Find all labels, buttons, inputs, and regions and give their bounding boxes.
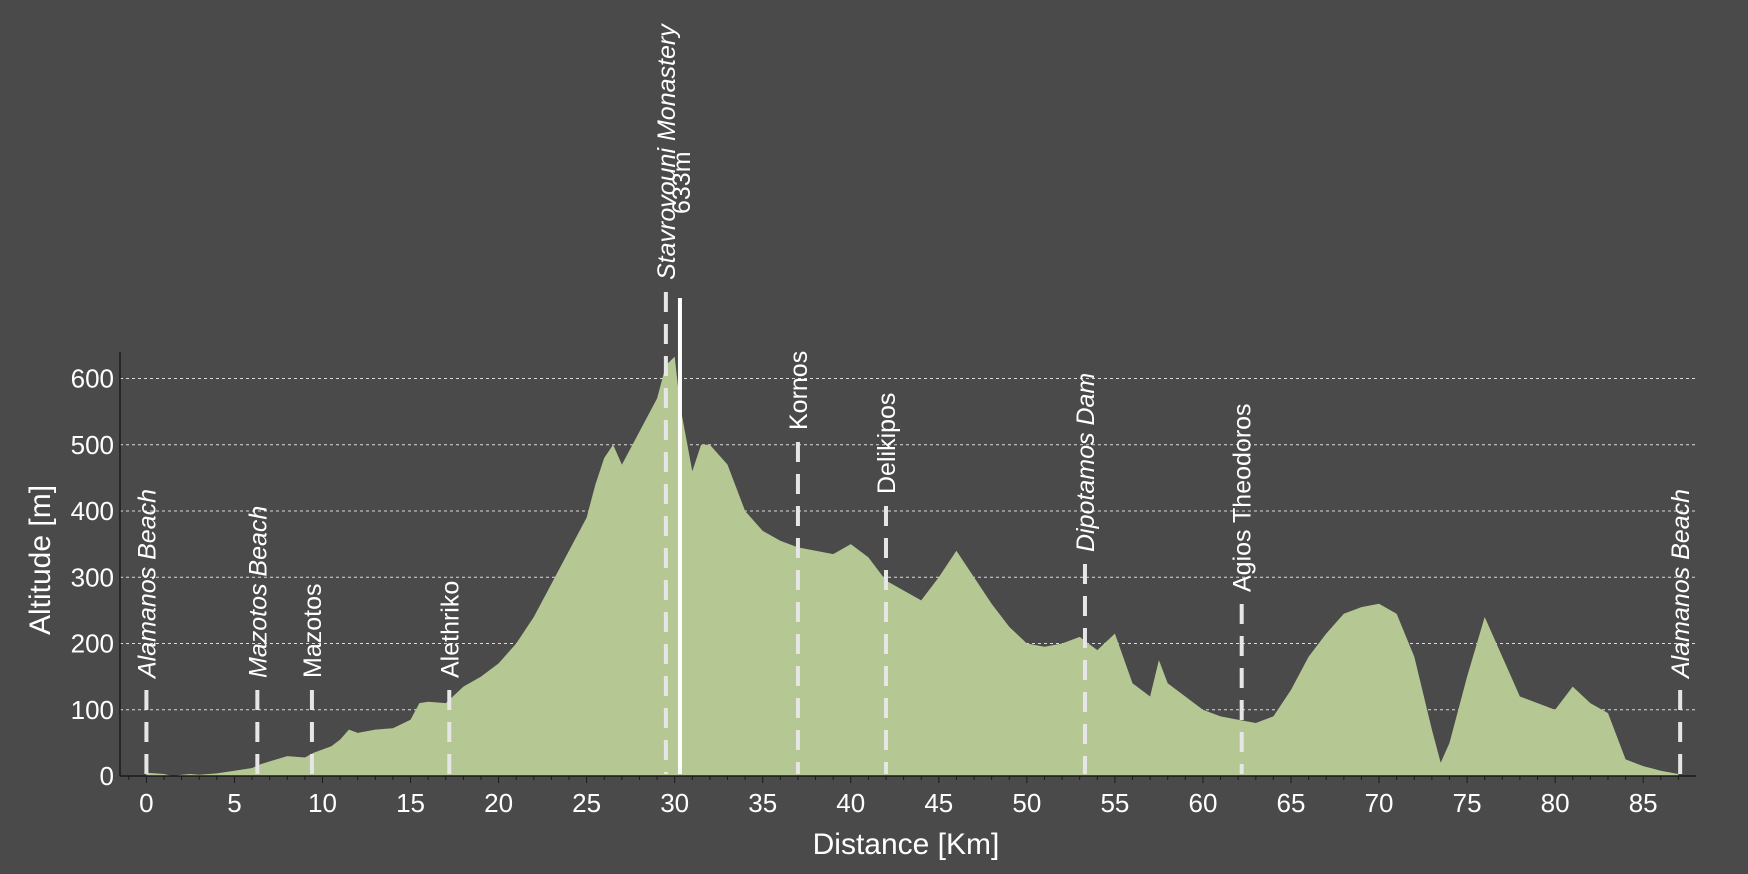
x-tick-label-85: 85 xyxy=(1629,788,1658,818)
waypoint-label: Alamanos Beach xyxy=(133,489,161,680)
x-axis-label: Distance [Km] xyxy=(813,828,1000,861)
x-tick-label-50: 50 xyxy=(1012,788,1041,818)
x-tick-label-15: 15 xyxy=(396,788,425,818)
x-tick-label-70: 70 xyxy=(1365,788,1394,818)
x-tick-label-30: 30 xyxy=(660,788,689,818)
x-tick-label-75: 75 xyxy=(1453,788,1482,818)
x-tick-label-80: 80 xyxy=(1541,788,1570,818)
waypoint-label: Mazotos xyxy=(299,584,327,678)
waypoint-label: Delikipos xyxy=(873,393,901,494)
waypoint-markers: Alamanos Beach Mazotos Beach Mazotos Alethr… xyxy=(133,23,1695,774)
y-tick-label-300: 300 xyxy=(71,562,114,592)
peak-label: 633m xyxy=(668,151,696,214)
axes: 0 100 200 300 400 500 600 0 5 10 15 20 25 30 35 40 45 50 5… xyxy=(71,352,1696,818)
y-tick-label-600: 600 xyxy=(71,364,114,394)
y-tick-label-200: 200 xyxy=(71,629,114,659)
altitude-area xyxy=(146,356,1679,776)
waypoint-label: Dipotamos Dam xyxy=(1072,373,1100,552)
y-axis-label: Altitude [m] xyxy=(24,485,57,635)
x-tick-label-25: 25 xyxy=(572,788,601,818)
waypoint-label: Alamanos Beach xyxy=(1667,489,1695,680)
x-tick-label-35: 35 xyxy=(748,788,777,818)
waypoint-label: Alethriko xyxy=(436,581,464,678)
waypoint-label: Kornos xyxy=(785,351,813,430)
x-tick-label-65: 65 xyxy=(1277,788,1306,818)
x-tick-label-5: 5 xyxy=(227,788,241,818)
x-tick-label-20: 20 xyxy=(484,788,513,818)
waypoint-label: Stavrovouni Monastery xyxy=(653,23,681,280)
waypoint-label: Mazotos Beach xyxy=(244,506,272,678)
waypoint-label: Agios Theodoros xyxy=(1229,403,1257,592)
y-tick-label-0: 0 xyxy=(100,761,114,791)
x-tick-label-60: 60 xyxy=(1188,788,1217,818)
y-tick-label-100: 100 xyxy=(71,695,114,725)
y-tick-label-500: 500 xyxy=(71,430,114,460)
x-tick-label-10: 10 xyxy=(308,788,337,818)
x-tick-label-40: 40 xyxy=(836,788,865,818)
x-tick-label-0: 0 xyxy=(139,788,153,818)
y-tick-label-400: 400 xyxy=(71,496,114,526)
x-tick-label-55: 55 xyxy=(1100,788,1129,818)
x-tick-label-45: 45 xyxy=(924,788,953,818)
